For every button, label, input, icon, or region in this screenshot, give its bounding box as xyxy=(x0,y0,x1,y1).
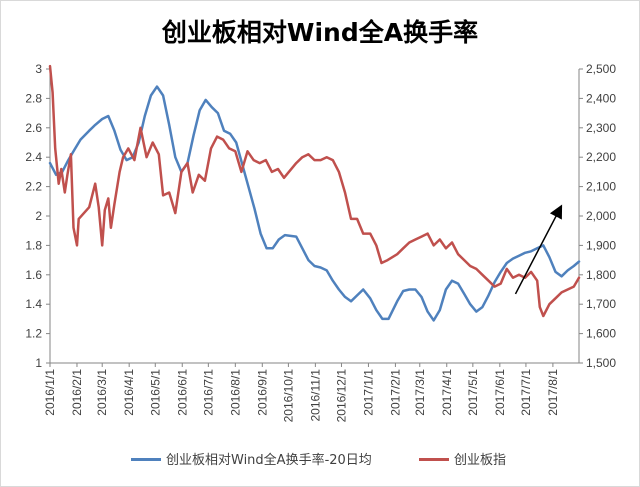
y-right-tick-label: 2,100 xyxy=(586,180,616,194)
x-tick-label: 2016/7/1 xyxy=(201,369,215,416)
x-tick-label: 2017/6/1 xyxy=(493,369,507,416)
x-tick-label: 2017/8/1 xyxy=(546,369,560,416)
y-left-tick-label: 2 xyxy=(35,209,42,223)
y-left-tick-label: 1.2 xyxy=(25,327,42,341)
x-tick-label: 2016/9/1 xyxy=(255,369,269,416)
x-tick-label: 2017/3/1 xyxy=(413,369,427,416)
y-left-tick-label: 2.2 xyxy=(25,180,42,194)
x-tick-label: 2017/4/1 xyxy=(440,369,454,416)
y-right-tick-label: 2,000 xyxy=(586,209,616,223)
y-left-tick-label: 1.6 xyxy=(25,268,42,282)
x-tick-label: 2016/4/1 xyxy=(122,369,136,416)
x-tick-label: 2016/1/1 xyxy=(43,369,57,416)
legend-label-turnover: 创业板相对Wind全A换手率-20日均 xyxy=(166,453,372,468)
x-tick-label: 2016/12/1 xyxy=(334,369,348,423)
legend-swatch-chinext xyxy=(419,458,449,461)
y-right-tick-label: 1,500 xyxy=(586,356,616,370)
y-right-tick-label: 1,900 xyxy=(586,238,616,252)
x-tick-label: 2017/2/1 xyxy=(388,369,402,416)
x-tick-label: 2016/6/1 xyxy=(175,369,189,416)
x-tick-label: 2017/5/1 xyxy=(466,369,480,416)
y-right-tick-label: 2,400 xyxy=(586,91,616,105)
y-left-tick-label: 1 xyxy=(35,356,42,370)
x-tick-label: 2017/7/1 xyxy=(519,369,533,416)
trend-arrow xyxy=(514,204,563,295)
x-tick-label: 2016/5/1 xyxy=(148,369,162,416)
y-right-tick-label: 2,200 xyxy=(586,150,616,164)
y-right-tick-label: 1,700 xyxy=(586,297,616,311)
y-left-tick-label: 1.4 xyxy=(25,297,42,311)
y-left-tick-label: 1.8 xyxy=(25,238,42,252)
x-tick-label: 2016/11/1 xyxy=(308,369,322,422)
legend-label-chinext: 创业板指 xyxy=(454,453,507,468)
y-left-tick-label: 2.6 xyxy=(25,121,42,135)
y-right-tick-label: 1,800 xyxy=(586,268,616,282)
chart-title: 创业板相对Wind全A换手率 xyxy=(161,18,479,47)
y-left-tick-label: 3 xyxy=(35,62,42,76)
y-left-tick-label: 2.8 xyxy=(25,91,42,105)
x-tick-label: 2016/8/1 xyxy=(228,369,242,416)
y-right-tick-label: 1,600 xyxy=(586,327,616,341)
y-right-tick-label: 2,500 xyxy=(586,62,616,76)
x-tick-label: 2016/2/1 xyxy=(70,369,84,416)
y-left-tick-label: 2.4 xyxy=(25,150,42,164)
x-tick-label: 2016/3/1 xyxy=(95,369,109,416)
x-tick-label: 2017/1/1 xyxy=(361,369,375,416)
y-right-tick-label: 2,300 xyxy=(586,121,616,135)
x-tick-label: 2016/10/1 xyxy=(281,369,295,423)
legend-swatch-turnover xyxy=(131,458,161,461)
series-line-chinext xyxy=(48,64,581,318)
